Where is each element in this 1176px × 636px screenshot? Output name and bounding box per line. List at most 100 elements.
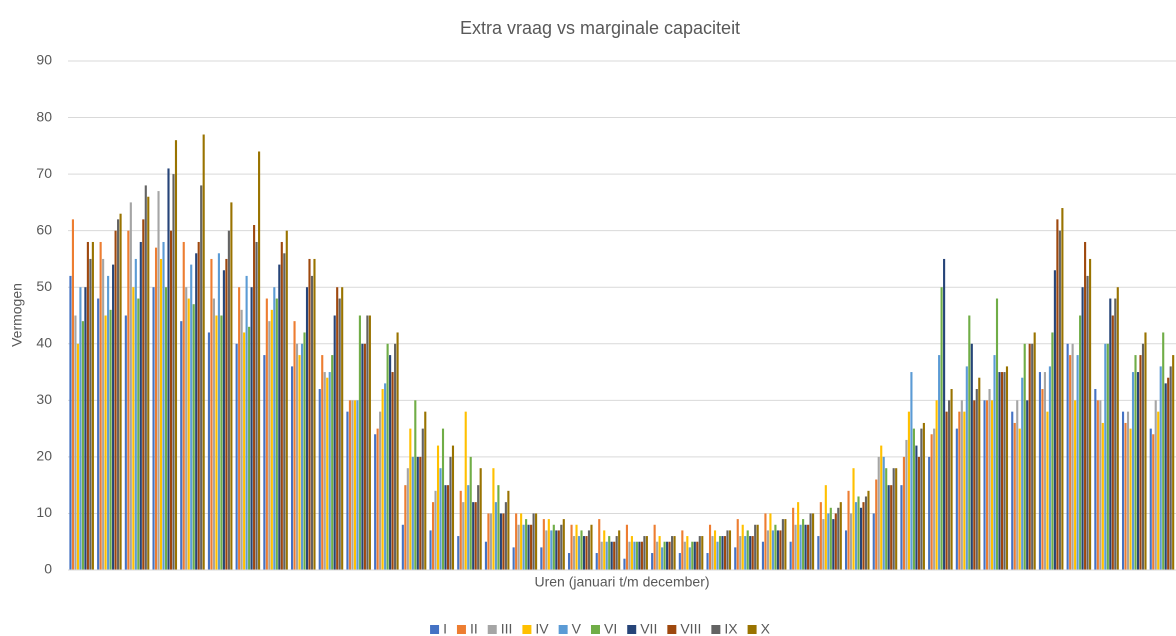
bar: [361, 343, 364, 570]
bar: [864, 496, 868, 570]
bar: [81, 321, 84, 570]
bar: [1031, 343, 1034, 570]
bar: [965, 366, 968, 570]
bar: [1056, 219, 1059, 570]
legend-label: VIII: [680, 621, 701, 636]
bar: [522, 524, 525, 570]
bar: [598, 519, 601, 570]
bar: [164, 287, 168, 570]
y-tick-label: 80: [36, 108, 52, 124]
bar: [726, 530, 729, 570]
bar: [1094, 389, 1097, 570]
bar: [144, 185, 147, 570]
bar: [353, 400, 356, 570]
bar: [550, 530, 553, 570]
bar: [671, 536, 674, 570]
bar: [749, 536, 752, 570]
bar: [867, 490, 870, 570]
y-tick-label: 60: [36, 221, 52, 237]
bar: [240, 309, 243, 570]
legend-label: I: [443, 621, 447, 636]
bar: [1144, 332, 1147, 570]
bar: [275, 298, 278, 570]
bar: [638, 541, 641, 570]
bar: [829, 507, 832, 570]
bar: [368, 315, 371, 570]
bar: [462, 502, 465, 570]
bar: [847, 490, 850, 570]
bar: [1076, 355, 1079, 570]
bar: [1124, 422, 1127, 570]
bar: [643, 536, 646, 570]
bar: [180, 321, 183, 570]
bar: [784, 519, 787, 570]
bar: [258, 151, 261, 570]
bar: [464, 411, 467, 570]
bar: [1046, 411, 1049, 570]
bar: [708, 524, 712, 570]
bar: [152, 287, 155, 570]
bar: [960, 400, 963, 570]
bar: [928, 456, 931, 570]
bar: [530, 524, 533, 570]
bar: [613, 541, 616, 570]
bar: [880, 445, 883, 570]
bar: [547, 519, 550, 570]
legend-swatch: [667, 625, 677, 634]
bar: [1023, 343, 1026, 570]
bar: [633, 541, 636, 570]
bar: [411, 456, 414, 570]
bar: [1126, 411, 1130, 570]
bar: [922, 422, 925, 570]
bar: [238, 287, 241, 570]
bar: [673, 536, 676, 570]
bar: [1013, 422, 1016, 570]
bar: [409, 428, 412, 570]
bar: [504, 502, 507, 570]
bar: [587, 530, 591, 570]
bar: [457, 536, 460, 570]
bar: [273, 287, 276, 570]
bar: [431, 502, 435, 570]
legend-swatch: [711, 625, 721, 634]
bar: [535, 513, 538, 570]
bar: [1149, 428, 1152, 570]
bar: [1084, 241, 1087, 570]
bar: [97, 298, 100, 570]
bar: [1172, 355, 1175, 570]
bar: [656, 541, 659, 570]
bar: [779, 530, 782, 570]
bar: [580, 530, 583, 570]
bar: [990, 400, 994, 570]
bar: [326, 377, 329, 570]
bar: [129, 202, 132, 570]
bar: [728, 530, 732, 570]
bar: [792, 507, 795, 570]
bar: [389, 355, 392, 570]
bar: [567, 553, 571, 570]
bar: [323, 372, 326, 570]
bar: [310, 275, 314, 570]
bar: [802, 519, 805, 570]
bar: [255, 241, 258, 570]
bar: [827, 513, 830, 570]
bar: [222, 270, 225, 570]
bar: [212, 298, 215, 570]
bar: [666, 541, 669, 570]
bar: [834, 513, 837, 570]
bar: [948, 400, 951, 570]
bar: [467, 485, 470, 570]
bar: [172, 174, 175, 570]
bar: [887, 485, 890, 570]
bar: [1061, 208, 1064, 571]
bar: [424, 411, 427, 570]
legend-label: V: [572, 621, 582, 636]
legend-swatch: [522, 625, 532, 634]
bar: [940, 287, 943, 570]
bar: [429, 530, 432, 570]
bar: [190, 264, 193, 570]
bar: [268, 321, 271, 570]
bar: [74, 315, 77, 570]
bar: [625, 524, 628, 570]
bar: [91, 241, 94, 570]
